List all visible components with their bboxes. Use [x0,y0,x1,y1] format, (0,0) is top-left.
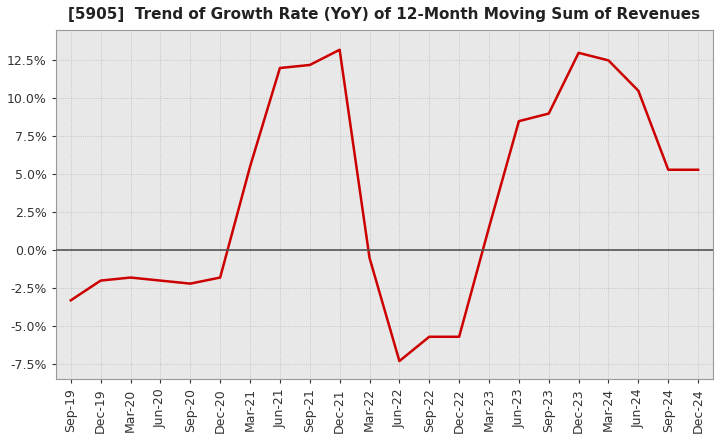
Title: [5905]  Trend of Growth Rate (YoY) of 12-Month Moving Sum of Revenues: [5905] Trend of Growth Rate (YoY) of 12-… [68,7,701,22]
